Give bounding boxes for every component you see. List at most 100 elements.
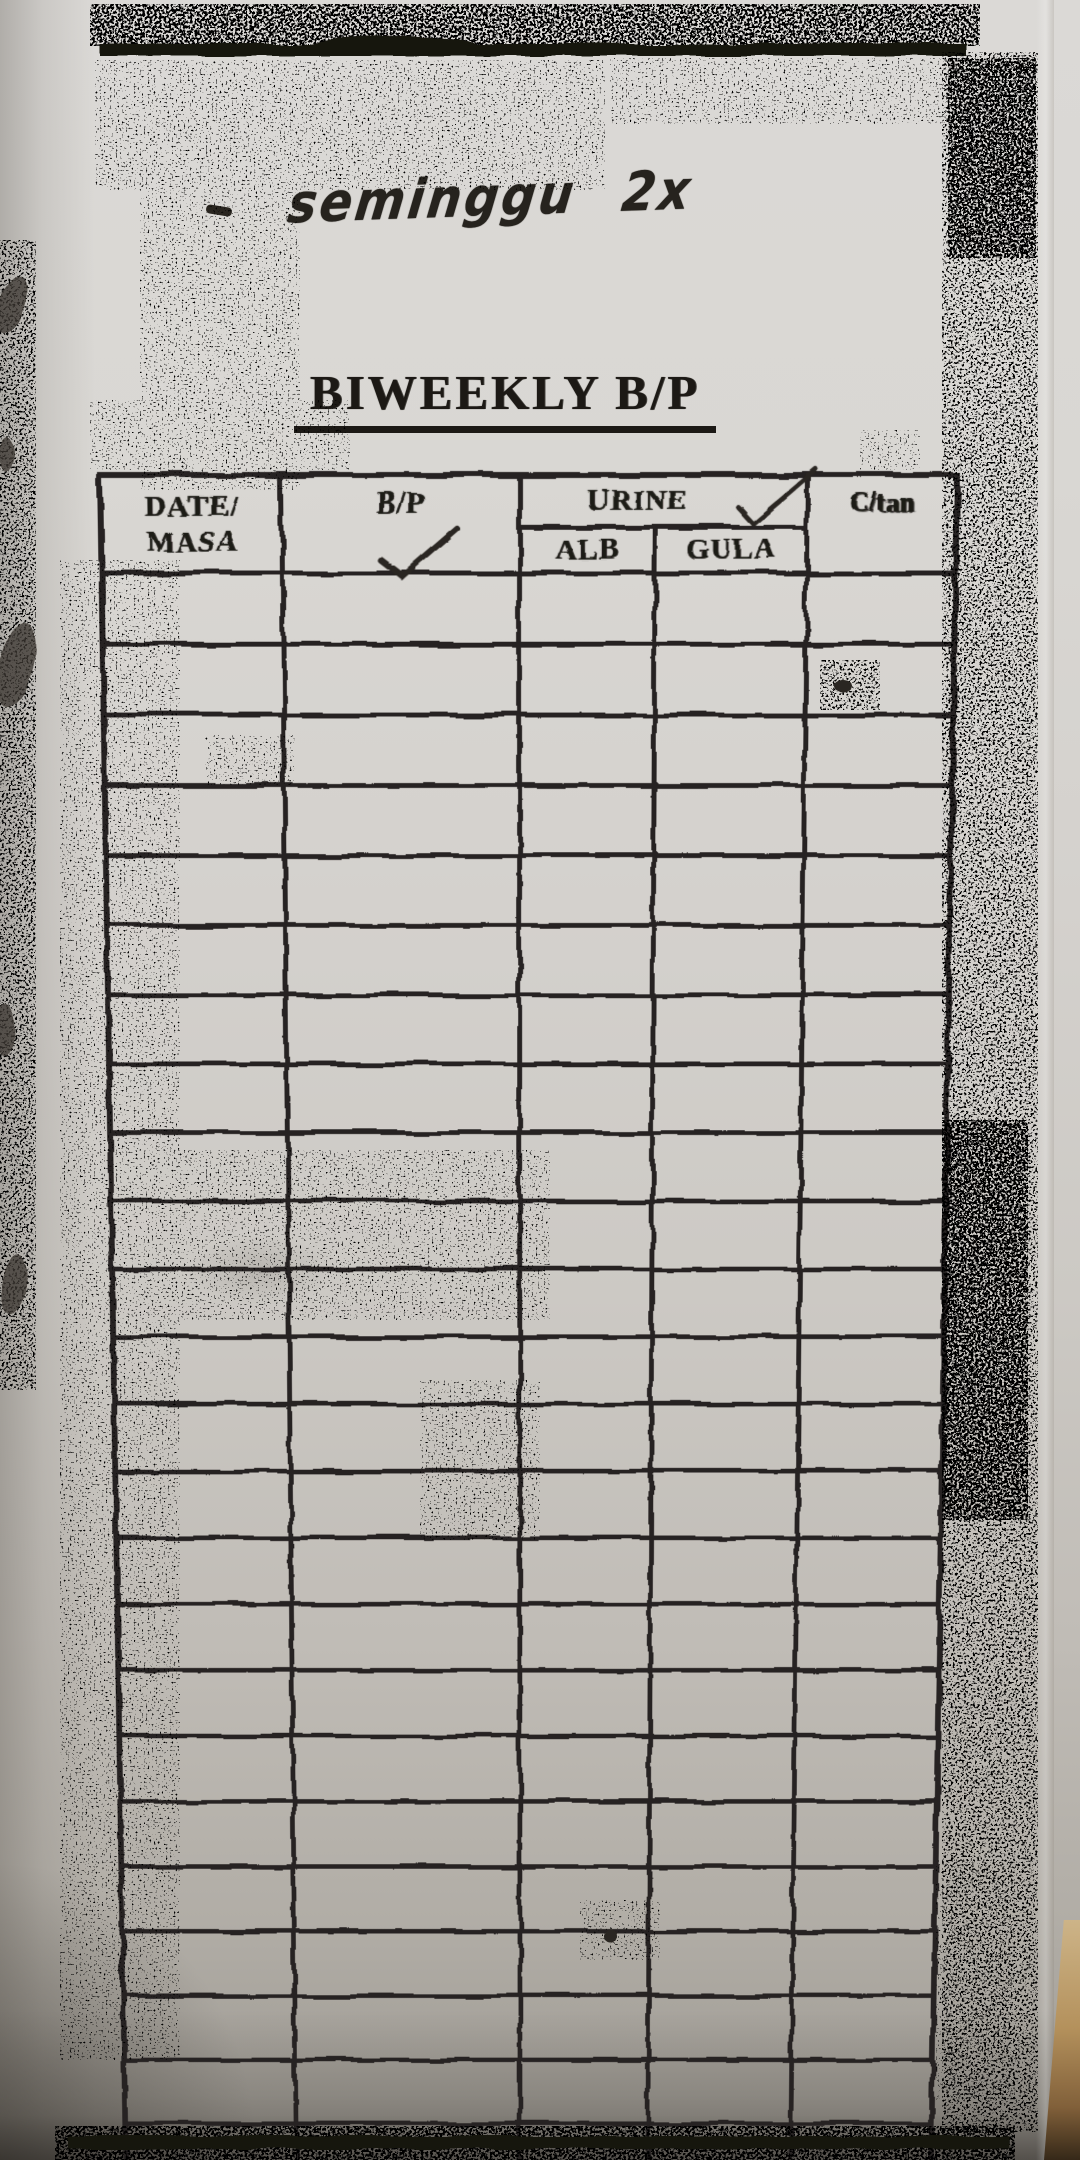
table-cell-empty	[113, 1336, 290, 1403]
table-cell-empty	[791, 2123, 932, 2160]
table-cell-empty	[650, 1670, 796, 1736]
table-cell-empty	[654, 715, 805, 785]
table-cell-empty	[520, 1404, 652, 1471]
header-date-line2: MASA	[104, 524, 280, 559]
table-cell-empty	[793, 1866, 935, 1931]
table-cell-empty	[118, 1670, 293, 1736]
table-cell-empty	[287, 994, 520, 1063]
table-cell-empty	[520, 644, 655, 715]
table-cell-empty	[290, 1404, 520, 1471]
table-cell-empty	[650, 1736, 796, 1801]
table-cell-empty	[106, 855, 286, 925]
table-cell-empty	[806, 644, 955, 715]
table-row	[122, 1931, 934, 1995]
table-cell-empty	[294, 1866, 520, 1931]
table-cell-empty	[799, 1269, 944, 1337]
table-row	[114, 1404, 943, 1471]
table-row	[125, 2123, 932, 2160]
table-cell-empty	[649, 1866, 794, 1931]
table-cell-empty	[796, 1604, 940, 1670]
table-row	[123, 1995, 933, 2059]
table-cell-empty	[520, 1132, 653, 1200]
table-cell-empty	[117, 1604, 292, 1670]
table-cell-empty	[520, 1063, 653, 1132]
table-cell-empty	[121, 1866, 294, 1931]
biweekly-bp-table: DATE/ MASA B/P URINE	[97, 472, 960, 2160]
table-cell-empty	[793, 1931, 935, 1995]
table-cell-empty	[792, 2059, 933, 2123]
table-cell-empty	[651, 1537, 798, 1603]
table-row	[110, 1132, 947, 1200]
table-row	[118, 1670, 938, 1736]
table-cell-empty	[651, 1404, 799, 1471]
table-cell-empty	[119, 1736, 293, 1801]
table-cell-empty	[801, 1132, 947, 1200]
table-cell-empty	[806, 572, 955, 643]
title-block: BIWEEKLY B/P	[0, 364, 1010, 433]
table-cell-empty	[797, 1471, 941, 1538]
table-cell-empty	[285, 855, 519, 925]
table-row	[107, 925, 950, 994]
table-cell-empty	[520, 925, 654, 994]
table-row	[115, 1471, 941, 1538]
header-gula: GULA	[655, 527, 807, 573]
header-ctan: C/tan	[807, 475, 957, 572]
table-cell-empty	[116, 1537, 292, 1603]
table-row	[120, 1801, 936, 1866]
table-cell-empty	[288, 1132, 520, 1200]
table-cell-empty	[655, 572, 807, 643]
header-bp-label: B/P	[285, 486, 518, 520]
table-row	[104, 715, 954, 785]
table-cell-empty	[795, 1670, 938, 1736]
table-cell-empty	[520, 1201, 653, 1269]
table-cell-empty	[650, 1604, 796, 1670]
table-cell-empty	[649, 1801, 794, 1866]
table-row	[121, 1866, 935, 1931]
table-row	[109, 1063, 948, 1132]
table-cell-empty	[288, 1201, 519, 1269]
table-row	[103, 644, 955, 715]
header-urine: URINE	[520, 475, 808, 527]
table-cell-empty	[520, 785, 655, 855]
header-bp: B/P	[282, 475, 520, 572]
table-cell-empty	[803, 855, 951, 925]
table-cell-empty	[653, 994, 803, 1063]
table-cell-empty	[520, 2059, 648, 2123]
table-cell-empty	[285, 785, 520, 855]
table-cell-empty	[520, 2123, 648, 2160]
scanned-form-photo: seminggu 2x BIWEEKLY B/P DATE/ MASA B/P	[0, 0, 1080, 2160]
table-cell-empty	[653, 925, 803, 994]
table-header: DATE/ MASA B/P URINE	[100, 475, 957, 572]
table-cell-empty	[792, 1995, 934, 2059]
table-cell-empty	[286, 925, 520, 994]
table-cell-empty	[124, 2059, 296, 2123]
table-cell-empty	[800, 1201, 946, 1269]
table-cell-empty	[292, 1670, 520, 1736]
table-row	[113, 1336, 944, 1403]
table-row	[124, 2059, 933, 2123]
table-cell-empty	[103, 644, 284, 715]
table-cell-empty	[120, 1801, 294, 1866]
table-row	[106, 855, 951, 925]
table-cell-empty	[105, 785, 286, 855]
table-cell-empty	[108, 994, 287, 1063]
table-cell-empty	[652, 1269, 800, 1337]
table-cell-empty	[295, 1931, 520, 1995]
table-row	[105, 785, 952, 855]
table-cell-empty	[652, 1201, 801, 1269]
table-row	[111, 1201, 946, 1269]
table-cell-empty	[654, 855, 805, 925]
table-cell-empty	[520, 1471, 651, 1538]
table-cell-empty	[798, 1404, 943, 1471]
table-cell-empty	[651, 1471, 798, 1538]
table-cell-empty	[292, 1604, 520, 1670]
table-cell-empty	[114, 1404, 290, 1471]
table-cell-empty	[520, 715, 655, 785]
table-body	[102, 572, 956, 2160]
table-cell-empty	[653, 1063, 802, 1132]
table-cell-empty	[293, 1736, 520, 1801]
table-cell-empty	[801, 1063, 948, 1132]
table-cell-empty	[795, 1736, 938, 1801]
table-cell-empty	[797, 1537, 941, 1603]
table-row	[117, 1604, 939, 1670]
